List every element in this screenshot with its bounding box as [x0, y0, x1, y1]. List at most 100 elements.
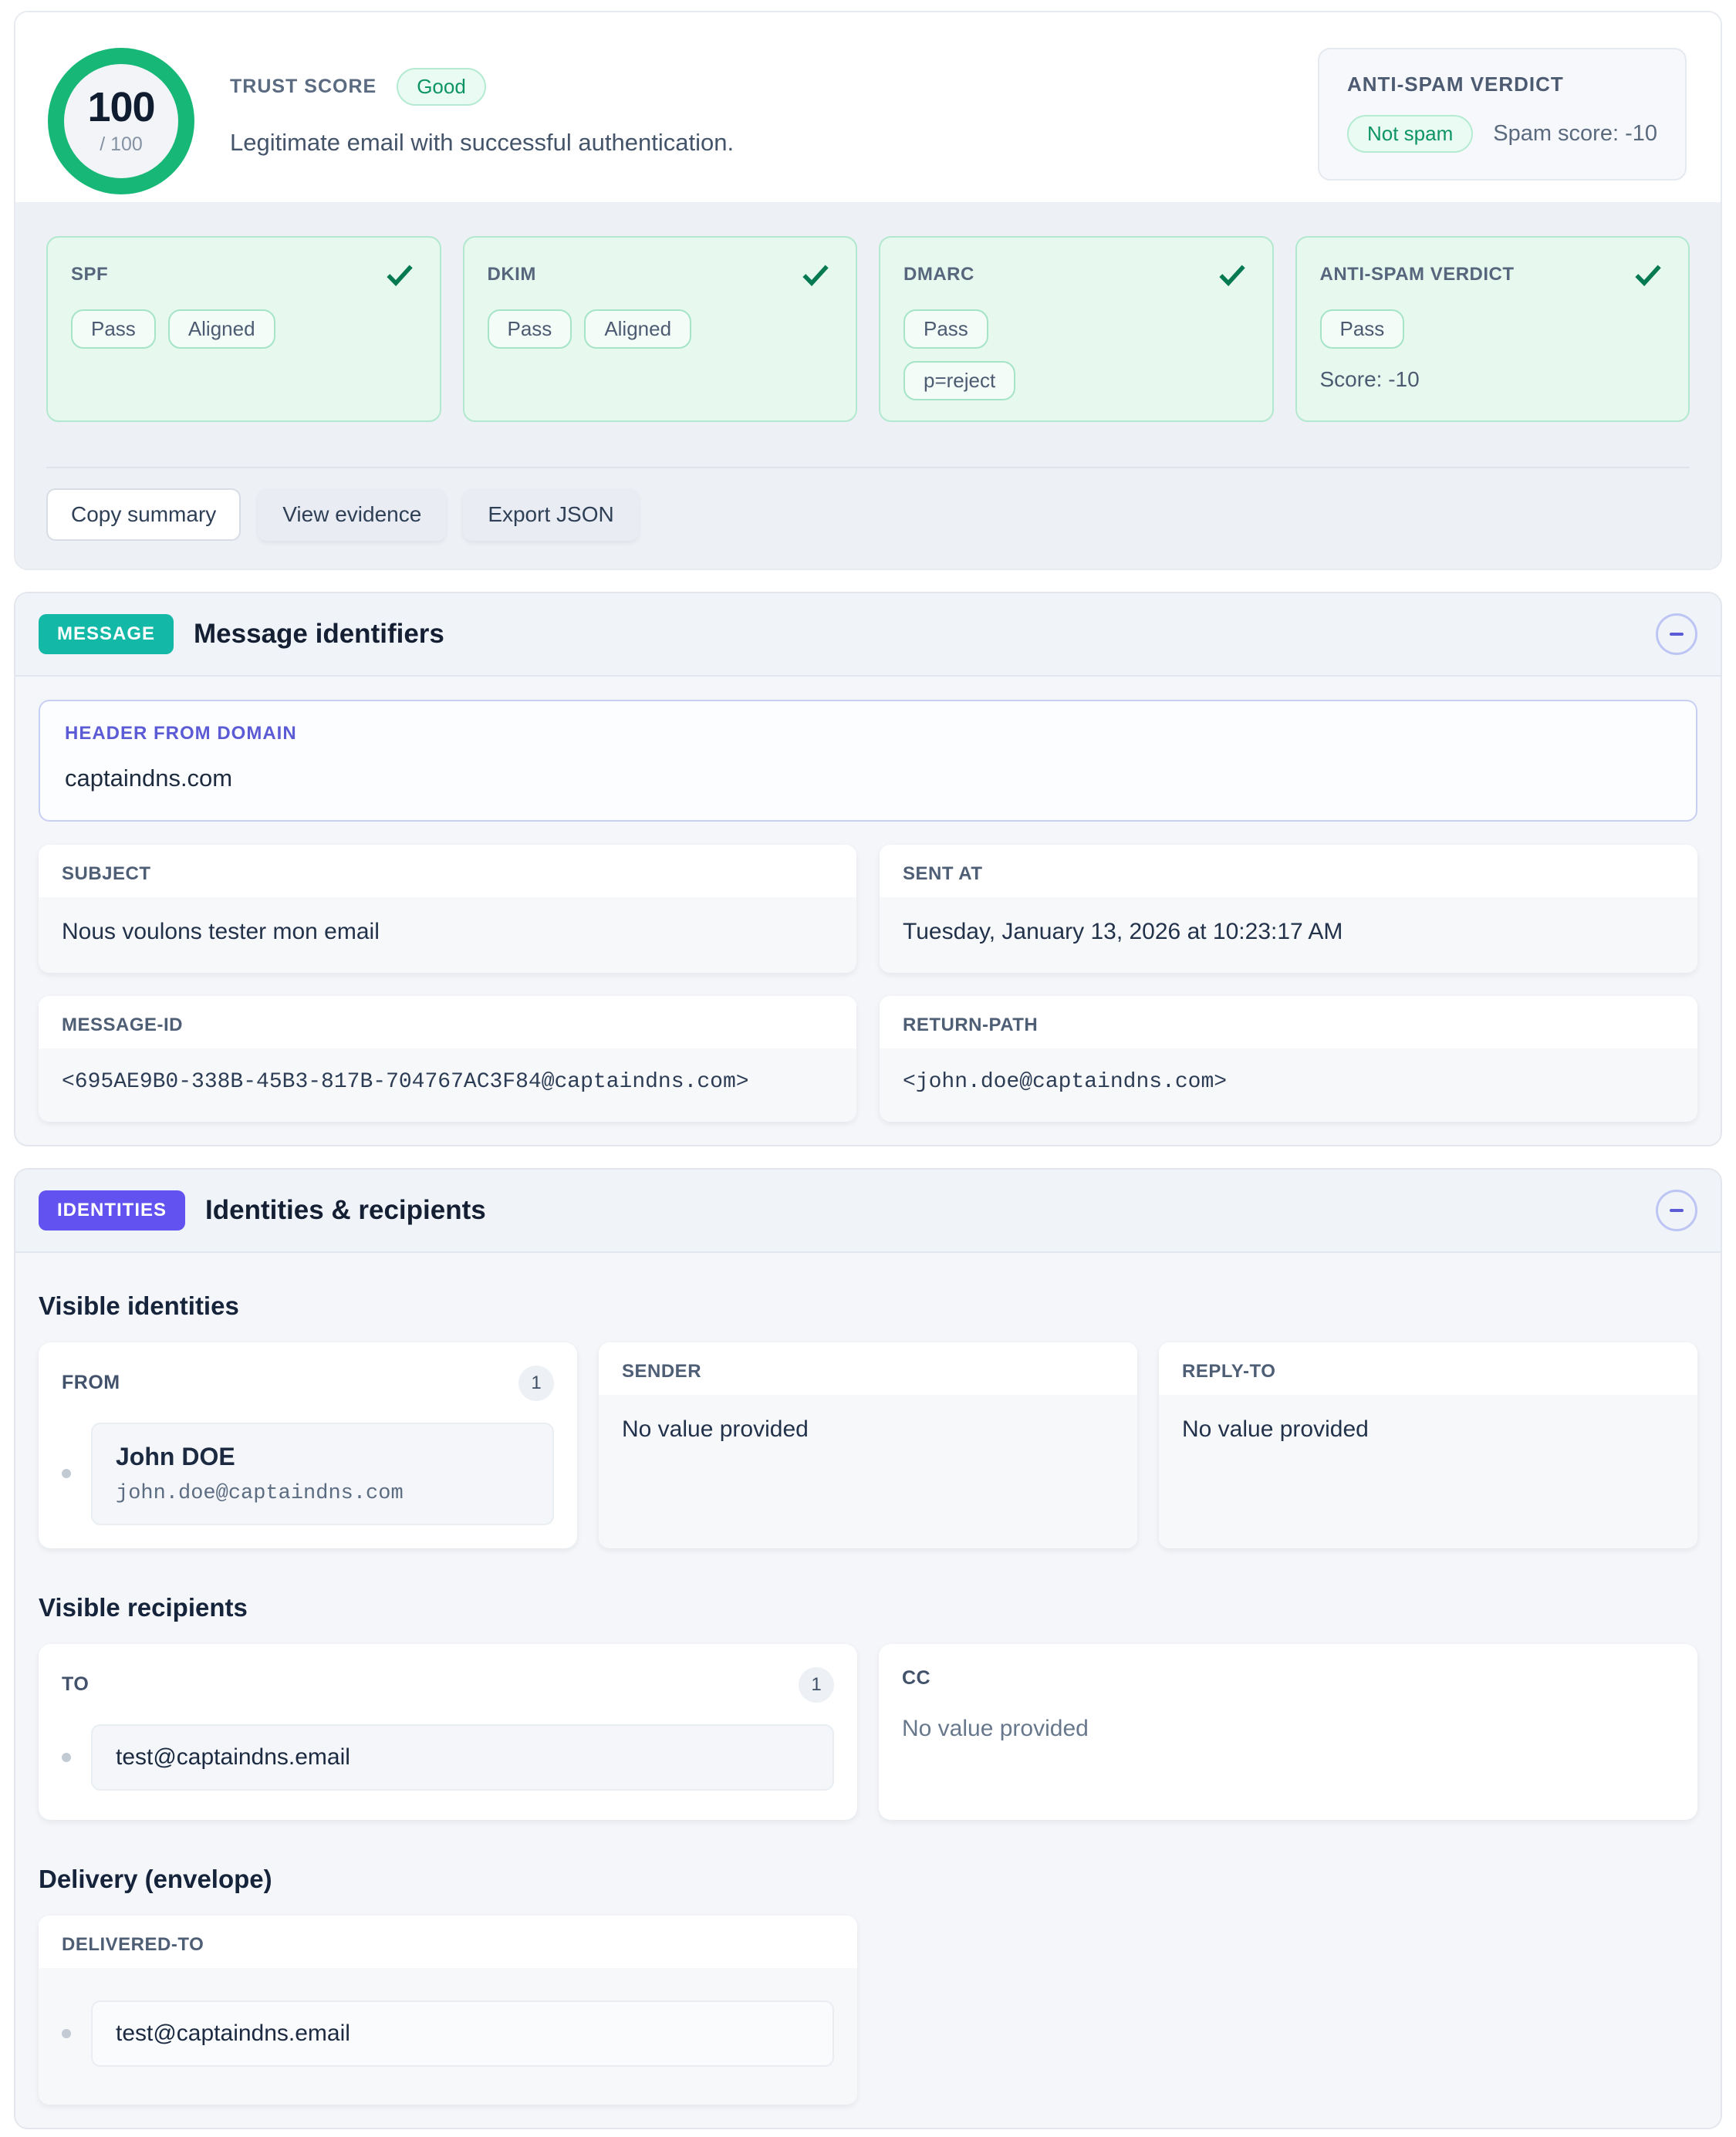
from-item-box: John DOE john.doe@captaindns.com: [91, 1422, 554, 1525]
sender-label: SENDER: [599, 1342, 1137, 1395]
antispam-check-card: ANTI-SPAM VERDICT Pass Score: -10: [1295, 236, 1690, 423]
trust-score-info: TRUST SCORE Good Legitimate email with s…: [230, 48, 734, 157]
cc-label: CC: [902, 1666, 931, 1689]
trust-summary-card: 100 / 100 TRUST SCORE Good Legitimate em…: [14, 11, 1722, 570]
sender-empty-value: No value provided: [599, 1394, 1137, 1548]
spf-check-card: SPF Pass Aligned: [46, 236, 441, 423]
from-email: john.doe@captaindns.com: [116, 1481, 404, 1505]
pass-pill: Pass: [71, 309, 156, 349]
delivery-envelope-heading: Delivery (envelope): [39, 1864, 272, 1893]
message-identifiers-panel: MESSAGE Message identifiers HEADER FROM …: [14, 591, 1722, 1146]
from-item: John DOE john.doe@captaindns.com: [62, 1422, 554, 1525]
from-label: FROM: [62, 1372, 120, 1394]
aligned-pill: Aligned: [584, 309, 692, 349]
visible-identities-grid: FROM 1 John DOE john.doe@captaindns.com …: [39, 1342, 1697, 1548]
to-email: test@captaindns.email: [116, 1744, 350, 1770]
dkim-label: DKIM: [487, 264, 536, 285]
delivered-to-body: test@captaindns.email: [39, 1967, 857, 2105]
trust-score-value: 100: [87, 84, 155, 130]
from-card: FROM 1 John DOE john.doe@captaindns.com: [39, 1342, 577, 1548]
collapse-button[interactable]: [1656, 613, 1697, 655]
sent-at-label: SENT AT: [880, 844, 1697, 897]
bullet-icon: [62, 2028, 71, 2038]
view-evidence-button[interactable]: View evidence: [258, 488, 447, 541]
reply-to-label: REPLY-TO: [1159, 1342, 1697, 1395]
cc-empty-value: No value provided: [902, 1715, 1089, 1741]
delivered-to-item: test@captaindns.email: [62, 2000, 834, 2067]
identities-panel: IDENTITIES Identities & recipients Visib…: [14, 1167, 1722, 2129]
dmarc-label: DMARC: [903, 264, 974, 285]
to-card: TO 1 test@captaindns.email: [39, 1643, 857, 1820]
message-id-value: <695AE9B0-338B-45B3-817B-704767AC3F84@ca…: [39, 1048, 856, 1122]
visible-recipients-heading: Visible recipients: [39, 1592, 248, 1622]
check-icon: [1631, 258, 1665, 295]
collapse-button[interactable]: [1656, 1189, 1697, 1231]
delivered-to-label: DELIVERED-TO: [39, 1915, 857, 1968]
check-icon: [383, 258, 417, 295]
aligned-pill: Aligned: [167, 309, 275, 349]
to-item: test@captaindns.email: [62, 1723, 834, 1791]
policy-pill: p=reject: [903, 361, 1016, 401]
dkim-check-card: DKIM Pass Aligned: [462, 236, 857, 423]
visible-identities-heading: Visible identities: [39, 1291, 239, 1320]
to-label: TO: [62, 1673, 90, 1696]
not-spam-badge: Not spam: [1346, 115, 1474, 154]
return-path-value: <john.doe@captaindns.com>: [880, 1048, 1697, 1122]
subject-value: Nous voulons tester mon email: [39, 896, 856, 973]
identities-section-badge: IDENTITIES: [39, 1190, 186, 1231]
anti-spam-verdict-title: ANTI-SPAM VERDICT: [1346, 73, 1564, 96]
to-item-box: test@captaindns.email: [91, 1723, 834, 1791]
subject-label: SUBJECT: [39, 844, 856, 897]
minus-icon: [1670, 1208, 1684, 1212]
header-from-domain-field: HEADER FROM DOMAIN captaindns.com: [39, 699, 1697, 822]
delivered-to-card: DELIVERED-TO test@captaindns.email: [39, 1915, 857, 2105]
delivered-to-email: test@captaindns.email: [116, 2020, 350, 2046]
header-from-domain-value: captaindns.com: [65, 764, 233, 792]
message-id-field: MESSAGE-ID <695AE9B0-338B-45B3-817B-7047…: [39, 995, 856, 1122]
delivery-grid: DELIVERED-TO test@captaindns.email: [39, 1915, 1697, 2105]
dmarc-check-card: DMARC Pass p=reject: [879, 236, 1274, 423]
identities-panel-title: Identities & recipients: [205, 1194, 486, 1225]
trust-score-label: TRUST SCORE: [230, 76, 377, 98]
delivery-grid-spacer: [879, 1916, 1697, 2105]
subject-field: SUBJECT Nous voulons tester mon email: [39, 844, 856, 973]
pass-pill: Pass: [1319, 309, 1405, 349]
check-icon: [799, 258, 833, 295]
trust-summary-body: SPF Pass Aligned DKIM: [15, 202, 1721, 569]
auth-checks-row: SPF Pass Aligned DKIM: [46, 236, 1690, 423]
trust-summary-header: 100 / 100 TRUST SCORE Good Legitimate em…: [15, 12, 1721, 202]
from-count-badge: 1: [518, 1365, 554, 1401]
identities-panel-body: Visible identities FROM 1 John DOE john.…: [15, 1252, 1721, 2128]
to-count-badge: 1: [799, 1666, 834, 1703]
bullet-icon: [62, 1469, 71, 1479]
return-path-label: RETURN-PATH: [880, 995, 1697, 1048]
pass-pill: Pass: [903, 309, 988, 349]
sender-card: SENDER No value provided: [599, 1342, 1137, 1548]
pass-pill: Pass: [487, 309, 572, 349]
trust-score-badge: Good: [397, 68, 486, 106]
message-section-badge: MESSAGE: [39, 613, 174, 655]
message-panel-title: Message identifiers: [194, 618, 444, 649]
trust-score-ring: 100 / 100: [48, 48, 194, 194]
summary-divider: [46, 467, 1690, 469]
reply-to-empty-value: No value provided: [1159, 1394, 1697, 1548]
trust-score-max: / 100: [100, 133, 143, 155]
check-icon: [1215, 258, 1249, 295]
return-path-field: RETURN-PATH <john.doe@captaindns.com>: [880, 995, 1697, 1122]
export-json-button[interactable]: Export JSON: [463, 488, 639, 541]
minus-icon: [1670, 632, 1684, 636]
header-from-domain-label: HEADER FROM DOMAIN: [65, 722, 297, 744]
bullet-icon: [62, 1752, 71, 1762]
antispam-score-note: Score: -10: [1319, 367, 1420, 392]
message-panel-body: HEADER FROM DOMAIN captaindns.com SUBJEC…: [15, 676, 1721, 1145]
delivered-to-item-box: test@captaindns.email: [91, 2000, 834, 2067]
sent-at-value: Tuesday, January 13, 2026 at 10:23:17 AM: [880, 896, 1697, 973]
spf-label: SPF: [71, 264, 109, 285]
identities-panel-header: IDENTITIES Identities & recipients: [15, 1169, 1721, 1253]
summary-actions: Copy summary View evidence Export JSON: [46, 488, 1690, 541]
copy-summary-button[interactable]: Copy summary: [46, 488, 241, 541]
from-name: John DOE: [116, 1442, 235, 1470]
trust-score-description: Legitimate email with successful authent…: [230, 129, 735, 157]
anti-spam-verdict-box: ANTI-SPAM VERDICT Not spam Spam score: -…: [1317, 48, 1687, 181]
